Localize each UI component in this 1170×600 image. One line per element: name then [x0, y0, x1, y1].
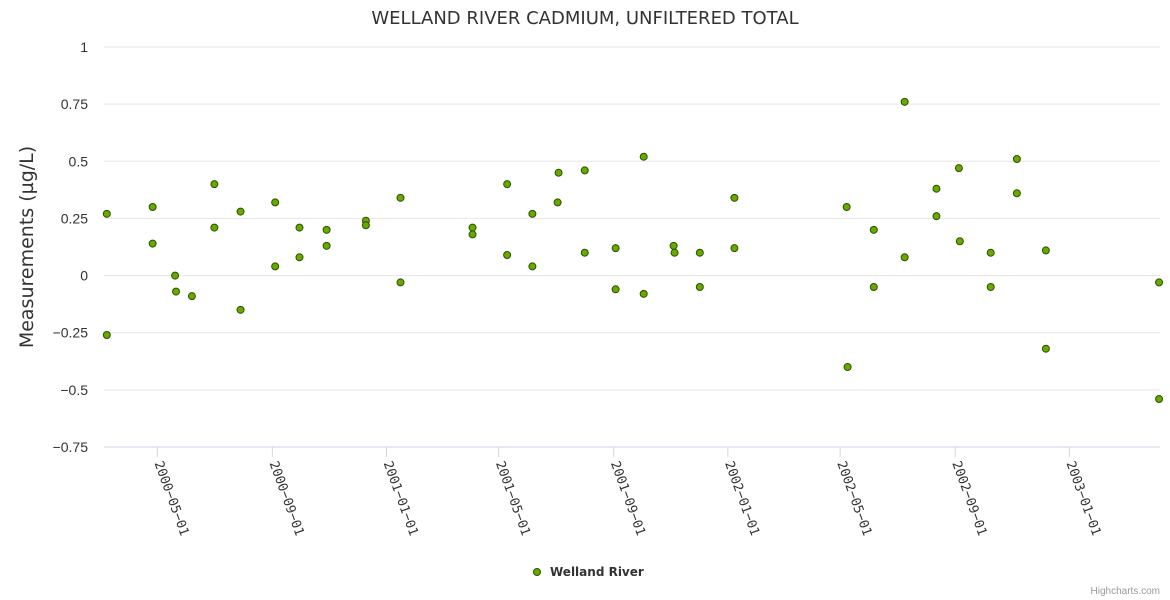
- data-point[interactable]: [271, 198, 280, 207]
- x-tick-label: 2002−09−01: [948, 459, 989, 538]
- data-point[interactable]: [695, 283, 704, 291]
- data-point[interactable]: [1155, 278, 1164, 287]
- legend[interactable]: Welland River: [533, 565, 644, 579]
- data-point[interactable]: [172, 287, 181, 296]
- data-point[interactable]: [843, 363, 852, 371]
- data-point[interactable]: [730, 193, 739, 202]
- data-point[interactable]: [148, 239, 157, 248]
- data-point[interactable]: [210, 223, 219, 232]
- data-point[interactable]: [528, 209, 537, 218]
- y-tick-label: 1: [80, 39, 88, 55]
- data-point[interactable]: [639, 289, 648, 298]
- data-point[interactable]: [322, 241, 331, 250]
- data-point[interactable]: [730, 244, 739, 253]
- data-point[interactable]: [396, 278, 405, 287]
- y-tick-label: 0.5: [69, 153, 89, 169]
- y-tick-label: 0.25: [61, 210, 88, 226]
- data-point[interactable]: [842, 203, 851, 211]
- data-point[interactable]: [236, 305, 245, 314]
- data-point[interactable]: [554, 168, 563, 177]
- data-point[interactable]: [900, 253, 909, 262]
- data-point[interactable]: [869, 283, 878, 291]
- credits-link[interactable]: Highcharts.com: [1091, 586, 1160, 597]
- x-tick-label: 2000−09−01: [266, 459, 307, 538]
- gridlines: [104, 46, 1160, 391]
- data-point[interactable]: [1012, 155, 1021, 163]
- y-tick-label: 0: [80, 268, 88, 284]
- x-tick-label: 2002−05−01: [833, 459, 874, 538]
- y-tick-label: −0.5: [60, 382, 88, 398]
- data-point[interactable]: [580, 248, 589, 257]
- data-point[interactable]: [396, 193, 405, 202]
- data-point[interactable]: [187, 292, 196, 301]
- data-point[interactable]: [932, 212, 941, 221]
- data-point[interactable]: [295, 223, 304, 232]
- data-point[interactable]: [271, 262, 280, 271]
- data-point[interactable]: [102, 331, 111, 339]
- data-point[interactable]: [986, 248, 995, 257]
- chart-title: WELLAND RIVER CADMIUM, UNFILTERED TOTAL: [371, 8, 798, 29]
- data-point[interactable]: [503, 180, 512, 189]
- data-point[interactable]: [503, 251, 512, 259]
- data-point[interactable]: [954, 164, 963, 173]
- x-tick-label: 2001−05−01: [492, 459, 533, 538]
- legend-marker-icon: [533, 568, 541, 576]
- x-tick-label: 2001−09−01: [607, 459, 648, 538]
- data-point[interactable]: [1041, 246, 1050, 255]
- x-tick-label: 2001−01−01: [380, 459, 421, 538]
- x-axis-ticks: 2000−05−01 2000−09−01 2001−01−01 2001−05−01…: [151, 447, 1104, 538]
- data-point[interactable]: [148, 203, 157, 211]
- data-point[interactable]: [1041, 344, 1050, 353]
- y-axis-label: Measurements (µg/L): [16, 146, 38, 348]
- data-point[interactable]: [932, 184, 941, 193]
- data-point[interactable]: [670, 248, 679, 257]
- data-point[interactable]: [1155, 395, 1164, 403]
- y-tick-label: 0.75: [61, 96, 88, 112]
- data-point[interactable]: [611, 285, 620, 294]
- data-point[interactable]: [468, 223, 477, 232]
- data-point[interactable]: [986, 283, 995, 291]
- data-point[interactable]: [295, 253, 304, 262]
- data-point[interactable]: [361, 221, 370, 230]
- data-point[interactable]: [1012, 189, 1021, 198]
- x-tick-label: 2002−01−01: [721, 459, 762, 538]
- x-tick-label: 2003−01−01: [1063, 459, 1104, 538]
- data-point[interactable]: [102, 209, 111, 218]
- data-point[interactable]: [695, 248, 704, 257]
- data-point[interactable]: [468, 230, 477, 239]
- legend-label[interactable]: Welland River: [550, 565, 644, 579]
- data-point[interactable]: [611, 244, 620, 253]
- data-point[interactable]: [900, 97, 909, 106]
- x-tick-label: 2000−05−01: [151, 459, 192, 538]
- data-point[interactable]: [553, 198, 562, 207]
- y-tick-label: −0.25: [53, 325, 89, 341]
- data-points: [102, 97, 1164, 403]
- data-point[interactable]: [528, 262, 537, 271]
- data-point[interactable]: [639, 152, 648, 161]
- data-point[interactable]: [669, 241, 678, 250]
- data-point[interactable]: [580, 166, 589, 175]
- data-point[interactable]: [210, 180, 219, 189]
- data-point[interactable]: [171, 271, 180, 280]
- y-tick-label: −0.75: [53, 439, 89, 455]
- y-axis-ticks: 1 0.75 0.5 0.25 0 −0.25 −0.5 −0.75: [53, 39, 89, 455]
- data-point[interactable]: [322, 225, 331, 234]
- data-point[interactable]: [236, 207, 245, 216]
- data-point[interactable]: [869, 225, 878, 234]
- data-point[interactable]: [955, 237, 964, 246]
